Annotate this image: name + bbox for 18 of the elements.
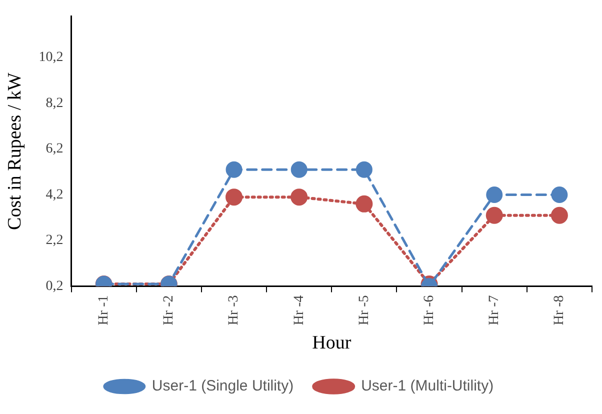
y-axis-title: Cost in Rupees / kW: [4, 72, 26, 230]
y-tick-label: 8,2: [46, 96, 64, 111]
x-tick-label: Hr -8: [552, 295, 568, 326]
legend-label: User-1 (Multi-Utility): [361, 378, 494, 395]
y-tick-label: 4,2: [46, 187, 64, 202]
x-tick-label: Hr -5: [356, 295, 372, 326]
x-tick-label: Hr -7: [487, 295, 502, 326]
y-tick-label: 6,2: [46, 142, 64, 157]
x-axis-title: Hour: [312, 332, 352, 354]
y-tick-label: 2,2: [46, 233, 64, 248]
y-tick-label: 10,2: [38, 50, 64, 66]
x-tick-label: Hr -1: [96, 295, 112, 326]
x-tick-label: Hr -6: [422, 295, 437, 326]
x-tick-label: Hr -4: [292, 295, 307, 326]
y-tick-label: 0,2: [46, 278, 64, 294]
x-tick-label: Hr -2: [162, 295, 177, 326]
legend-label: User-1 (Single Utility): [152, 378, 294, 395]
x-tick-label: Hr -3: [226, 295, 242, 326]
